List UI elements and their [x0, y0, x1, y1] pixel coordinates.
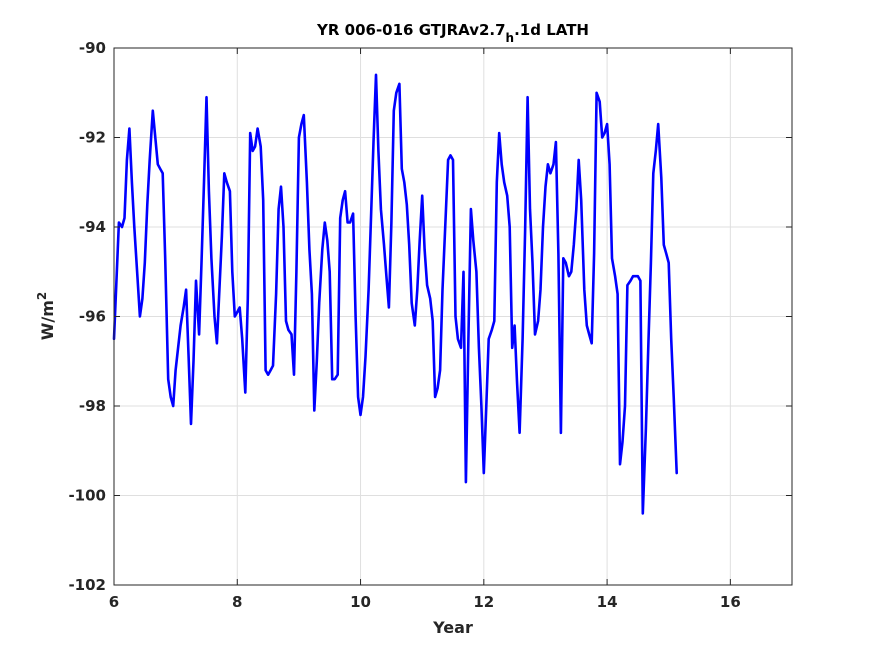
y-tick-label: -90: [79, 39, 106, 57]
x-axis-label: Year: [432, 618, 473, 637]
series-line: [112, 73, 679, 515]
chart-title-suffix: .1d LATH: [514, 21, 589, 39]
y-tick-label: -102: [68, 576, 106, 594]
chart-title: YR 006-016 GTJRAv2.7h.1d LATH: [316, 21, 589, 45]
y-tick-label: -98: [79, 397, 106, 415]
x-tick-label: 10: [350, 593, 371, 611]
x-tick-label: 8: [232, 593, 242, 611]
x-tick-label: 6: [109, 593, 119, 611]
y-tick-label: -92: [79, 129, 106, 147]
y-tick-label: -94: [79, 218, 106, 236]
chart-title-subscript: h: [506, 31, 515, 45]
y-tick-label: -100: [68, 487, 106, 505]
y-axis-label-superscript: 2: [35, 292, 49, 300]
axis-ticks: 6 8 10 12 14 16 -102 -100 -98 -96 -94 -92 -90: [68, 39, 792, 611]
y-axis-label: W/m2: [35, 292, 57, 341]
x-tick-label: 12: [473, 593, 494, 611]
x-tick-label: 14: [597, 593, 618, 611]
y-tick-label: -96: [79, 308, 106, 326]
x-tick-label: 16: [720, 593, 741, 611]
